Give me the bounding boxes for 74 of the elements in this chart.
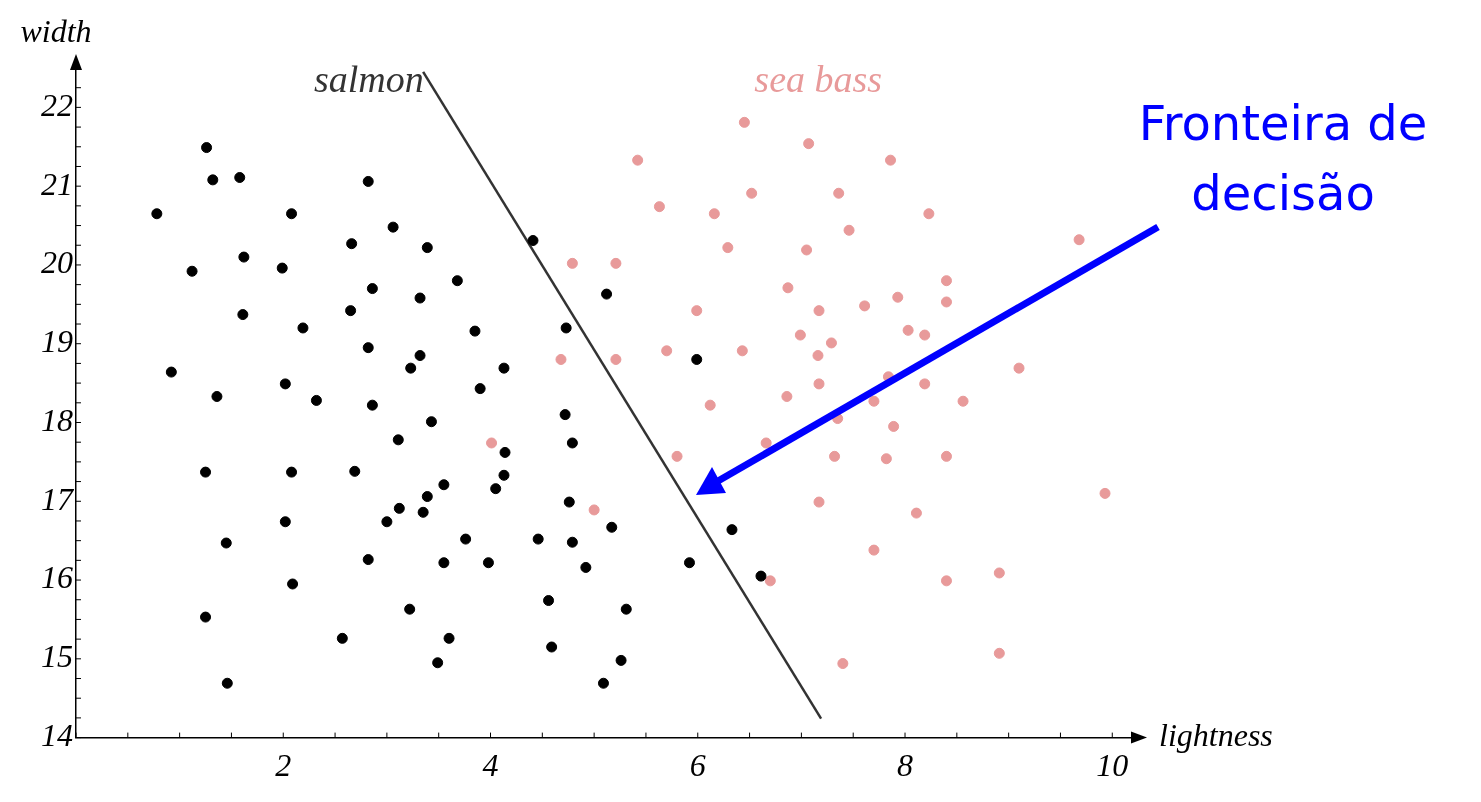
y-tick-label: 22 [41, 86, 73, 123]
x-tick-label: 4 [482, 747, 499, 784]
point [708, 208, 720, 220]
point [888, 420, 900, 432]
point [760, 437, 772, 449]
x-tick-label: 6 [689, 747, 706, 784]
point [813, 496, 825, 508]
point [919, 329, 931, 341]
y-tick-label: 14 [41, 717, 73, 754]
x-tick-label: 8 [897, 747, 914, 784]
point [764, 575, 776, 587]
point [940, 450, 952, 462]
y-tick-label: 16 [41, 559, 73, 596]
point [661, 345, 673, 357]
y-tick-label: 17 [41, 480, 75, 517]
point [746, 187, 758, 199]
y-axis-title: width [20, 13, 92, 50]
point [837, 658, 849, 670]
point [781, 391, 793, 402]
point [704, 399, 716, 411]
point [738, 116, 750, 128]
point [993, 647, 1005, 659]
point [868, 544, 880, 556]
y-tick-label: 15 [41, 638, 73, 675]
y-tick-label: 19 [41, 323, 73, 360]
point [736, 345, 748, 357]
point [919, 378, 931, 390]
point [833, 187, 845, 199]
point [923, 208, 935, 220]
point [825, 337, 837, 349]
x-tick-label: 2 [275, 747, 292, 784]
y-tick-label: 21 [41, 165, 73, 202]
point [486, 437, 498, 449]
point [653, 201, 665, 213]
point [910, 507, 922, 519]
point [803, 138, 815, 150]
y-tick-label: 18 [41, 401, 73, 438]
point [957, 395, 969, 407]
point [610, 257, 622, 269]
point [843, 224, 855, 236]
point [813, 378, 825, 390]
point [940, 275, 952, 287]
point [588, 504, 600, 516]
point [722, 242, 734, 254]
point [566, 257, 578, 269]
point [829, 450, 841, 462]
point [859, 300, 871, 312]
x-tick-label: 10 [1096, 747, 1129, 784]
point [880, 453, 892, 465]
point [1013, 362, 1025, 374]
point [794, 329, 806, 341]
point [691, 305, 703, 317]
point [610, 353, 622, 365]
text: Fronteira de decisão [1138, 95, 1428, 222]
point [892, 291, 904, 303]
y-tick-label: 20 [41, 244, 73, 281]
point [813, 305, 825, 317]
point [868, 395, 880, 407]
point [801, 244, 813, 256]
series-label: sea bass [754, 57, 883, 100]
text: salmon [313, 57, 424, 100]
point [812, 350, 824, 362]
point [940, 296, 952, 308]
point [671, 450, 683, 462]
point [993, 567, 1005, 579]
point [885, 154, 897, 166]
x-axis-title: lightness [1159, 717, 1273, 754]
point [940, 575, 952, 587]
point [1073, 234, 1085, 246]
point [782, 282, 794, 294]
point [555, 353, 567, 365]
point [632, 154, 644, 166]
point [902, 324, 914, 336]
point [1099, 487, 1111, 499]
